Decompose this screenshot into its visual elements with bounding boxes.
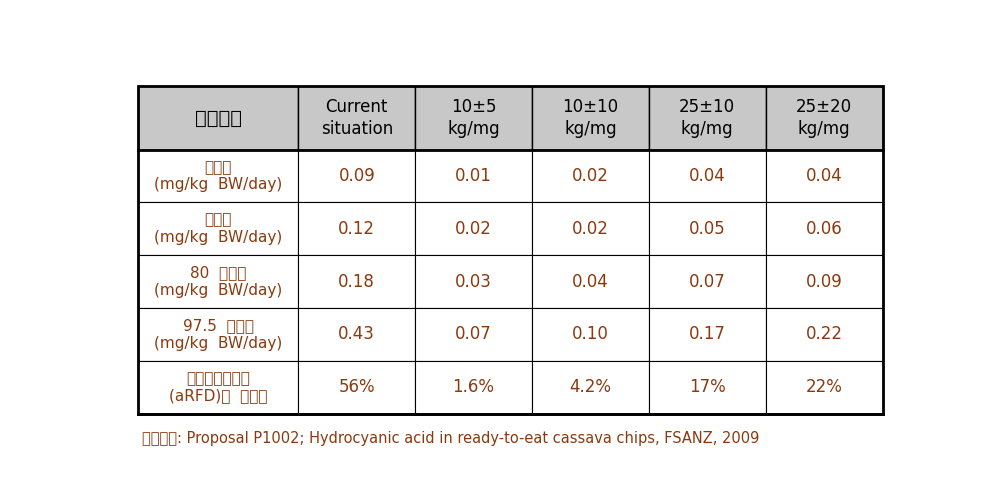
Bar [766,202,882,255]
Bar [415,86,532,150]
Bar [299,150,415,202]
Text: 시나리오: 시나리오 [195,108,242,128]
Bar [415,150,532,202]
Text: situation: situation [321,120,392,138]
Text: 0.04: 0.04 [806,167,843,185]
Bar [415,361,532,414]
Text: 0.10: 0.10 [572,326,609,343]
Bar [415,255,532,308]
Text: 참고자료: Proposal P1002; Hydrocyanic acid in ready-to-eat cassava chips, FSANZ, 200: 참고자료: Proposal P1002; Hydrocyanic acid i… [142,431,760,446]
Text: 0.05: 0.05 [689,220,726,238]
Text: 97.5  분위수: 97.5 분위수 [183,318,254,333]
Text: 25±10: 25±10 [679,98,735,116]
Text: 1.6%: 1.6% [452,378,495,396]
Text: 0.09: 0.09 [806,272,843,291]
Text: kg/mg: kg/mg [564,120,617,138]
Bar [138,86,299,150]
Text: 0.07: 0.07 [689,272,726,291]
Bar [138,86,882,414]
Text: 0.04: 0.04 [689,167,726,185]
Text: (mg/kg  BW/day): (mg/kg BW/day) [154,335,283,351]
Text: (mg/kg  BW/day): (mg/kg BW/day) [154,283,283,298]
Bar [532,202,648,255]
Text: 0.12: 0.12 [339,220,375,238]
Text: 0.01: 0.01 [455,167,492,185]
Text: 0.02: 0.02 [455,220,492,238]
Bar [532,150,648,202]
Text: 25±20: 25±20 [796,98,853,116]
Bar [299,202,415,255]
Text: 0.22: 0.22 [806,326,843,343]
Text: 0.02: 0.02 [572,220,609,238]
Bar [532,308,648,361]
Text: 17%: 17% [689,378,726,396]
Text: (mg/kg  BW/day): (mg/kg BW/day) [154,177,283,192]
Bar [648,255,766,308]
Text: 0.43: 0.43 [339,326,375,343]
Bar [138,361,299,414]
Text: 10±10: 10±10 [563,98,619,116]
Text: kg/mg: kg/mg [447,120,500,138]
Text: 중앙값: 중앙값 [205,213,232,228]
Bar [415,202,532,255]
Text: 0.17: 0.17 [689,326,726,343]
Bar [648,202,766,255]
Text: kg/mg: kg/mg [681,120,734,138]
Bar [299,308,415,361]
Bar [299,361,415,414]
Bar [138,255,299,308]
Bar [648,150,766,202]
Bar [766,361,882,414]
Text: 0.18: 0.18 [339,272,375,291]
Text: (aRFD)의  가능성: (aRFD)의 가능성 [169,389,268,404]
Bar [532,86,648,150]
Bar [766,255,882,308]
Bar [766,308,882,361]
Text: 4.2%: 4.2% [570,378,612,396]
Text: 0.04: 0.04 [572,272,609,291]
Text: 56%: 56% [339,378,375,396]
Text: 0.02: 0.02 [572,167,609,185]
Bar [648,86,766,150]
Bar [415,308,532,361]
Bar [299,255,415,308]
Bar [766,86,882,150]
Bar [138,308,299,361]
Text: 0.09: 0.09 [339,167,375,185]
Text: Current: Current [326,98,388,116]
Text: 중앙값: 중앙값 [205,160,232,174]
Text: 0.07: 0.07 [455,326,492,343]
Bar [532,361,648,414]
Bar [299,86,415,150]
Text: 10±5: 10±5 [451,98,496,116]
Text: kg/mg: kg/mg [798,120,851,138]
Bar [138,150,299,202]
Bar [766,150,882,202]
Text: 0.06: 0.06 [806,220,843,238]
Text: 0.03: 0.03 [455,272,492,291]
Text: 급성독성참고치: 급성독성참고치 [186,371,250,386]
Bar [532,255,648,308]
Bar [648,308,766,361]
Bar [138,202,299,255]
Text: (mg/kg  BW/day): (mg/kg BW/day) [154,230,283,245]
Text: 80  분위수: 80 분위수 [190,265,247,280]
Text: 22%: 22% [806,378,843,396]
Bar [648,361,766,414]
